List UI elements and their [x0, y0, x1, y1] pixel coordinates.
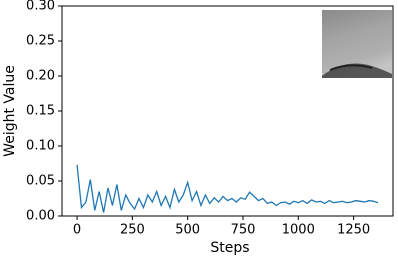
x-tick-label: 0: [73, 223, 81, 238]
y-tick-label: 0.25: [26, 34, 55, 49]
x-axis-label: Steps: [210, 240, 249, 256]
y-tick-label: 0.10: [26, 139, 55, 154]
x-tick-label: 1250: [337, 223, 370, 238]
y-tick-label: 0.30: [26, 0, 55, 14]
line: [76, 164, 379, 213]
x-tick-label: 500: [175, 223, 200, 238]
y-tick-label: 0.15: [26, 104, 55, 119]
x-tick-label: 1000: [282, 223, 315, 238]
x-tick-label: 750: [231, 223, 256, 238]
y-tick-label: 0.20: [26, 69, 55, 84]
x-tick-label: 250: [120, 223, 145, 238]
y-tick-label: 0.05: [26, 174, 55, 189]
plot-frame: [61, 5, 394, 217]
y-tick-label: 0.00: [26, 209, 55, 224]
y-axis-label: Weight Value: [2, 65, 18, 157]
inset-image: [322, 10, 392, 78]
